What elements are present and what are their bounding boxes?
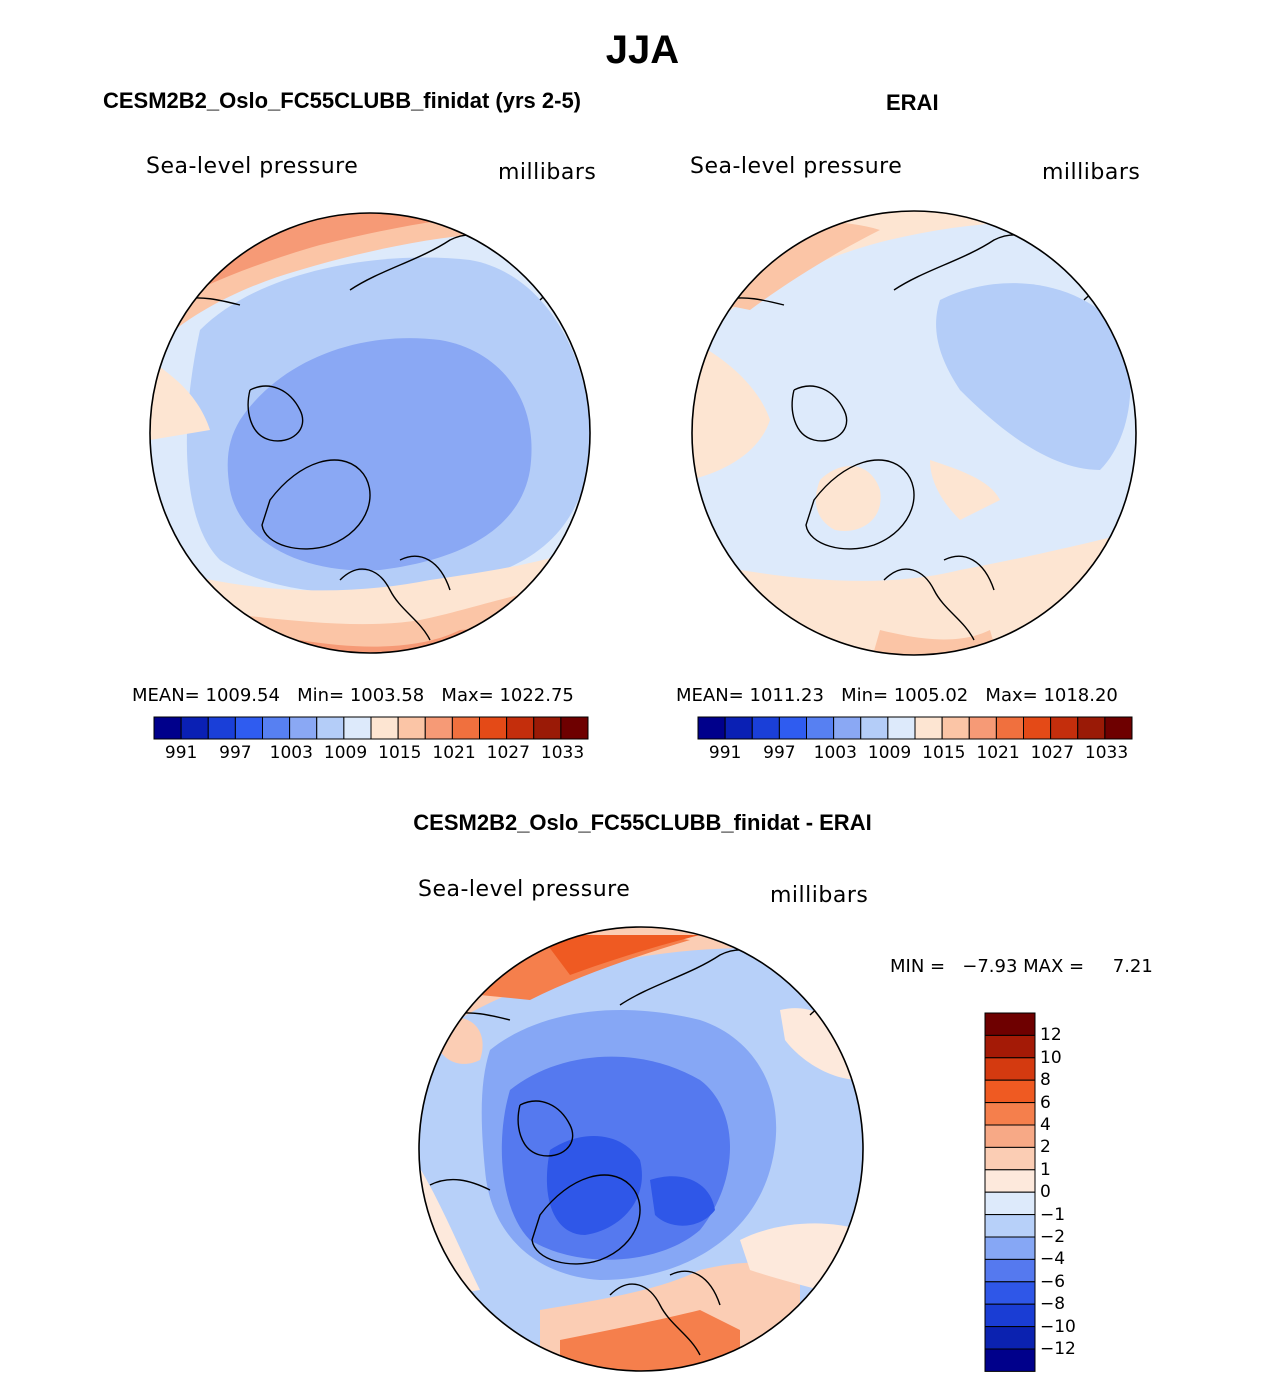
obs-colorbar-swatch: [806, 716, 835, 740]
model-colorbar-tick-label: 1027: [486, 743, 530, 763]
obs-units-label: millibars: [1042, 160, 1141, 185]
model-colorbar-tick-label: 1003: [269, 743, 313, 763]
diff-colorbar-swatch: [984, 1191, 1036, 1216]
obs-colorbar-swatch: [833, 716, 862, 740]
diff-colorbar-tick-label: 8: [1040, 1070, 1051, 1091]
model-colorbar-swatch: [451, 716, 480, 740]
obs-colorbar-swatch: [1050, 716, 1079, 740]
diff-colorbar-tick-label: 10: [1040, 1047, 1062, 1068]
obs-colorbar-swatch: [778, 716, 807, 740]
diff-colorbar-swatch: [984, 1124, 1036, 1148]
diff-colorbar-swatch: [984, 1214, 1036, 1238]
model-colorbar-swatch: [479, 716, 508, 740]
diff-slp-map: [418, 926, 864, 1372]
diff-panel-title: CESM2B2_Oslo_FC55CLUBB_finidat - ERAI: [413, 810, 872, 835]
diff-colorbar-swatch: [984, 1303, 1036, 1328]
diff-colorbar-tick-label: −10: [1040, 1316, 1076, 1337]
obs-colorbar-tick-label: 1003: [813, 743, 857, 763]
model-colorbar-swatch: [397, 716, 426, 740]
model-colorbar-tick-label: 997: [219, 743, 252, 763]
diff-variable-label: Sea-level pressure: [418, 877, 631, 902]
diff-colorbar-swatch: [984, 1012, 1036, 1036]
obs-colorbar-swatch: [968, 716, 997, 740]
diff-colorbar: [984, 1012, 1036, 1372]
obs-panel-title: ERAI: [886, 90, 939, 115]
obs-colorbar-tick-label: 1009: [867, 743, 912, 763]
model-colorbar-swatch: [234, 716, 263, 740]
obs-colorbar-swatch: [995, 716, 1024, 740]
diff-colorbar-tick-label: −2: [1040, 1227, 1066, 1247]
diff-colorbar-tick-label: 6: [1040, 1092, 1051, 1113]
model-stats: MEAN= 1009.54 Min= 1003.58 Max= 1022.75: [132, 685, 574, 706]
model-colorbar-swatch: [316, 716, 345, 740]
obs-colorbar: [697, 716, 1133, 740]
obs-colorbar-swatch: [860, 716, 889, 740]
model-colorbar-swatch: [153, 716, 182, 740]
obs-slp-map: [691, 210, 1137, 656]
diff-colorbar-tick-label: −4: [1040, 1249, 1066, 1270]
model-variable-label: Sea-level pressure: [146, 154, 359, 179]
diff-colorbar-swatch: [984, 1169, 1036, 1193]
diff-colorbar-tick-label: −12: [1040, 1339, 1076, 1359]
diff-colorbar-tick-label: 2: [1040, 1137, 1051, 1158]
model-colorbar-swatch: [370, 716, 399, 740]
model-units-label: millibars: [498, 160, 597, 185]
diff-colorbar-tick-label: 12: [1040, 1025, 1062, 1046]
model-colorbar-swatch: [560, 716, 589, 740]
diff-colorbar-tick-label: 4: [1040, 1115, 1051, 1135]
obs-colorbar-swatch: [697, 716, 726, 740]
obs-colorbar-tick-label: 1027: [1030, 743, 1074, 763]
diff-colorbar-tick-label: −6: [1040, 1271, 1066, 1292]
obs-colorbar-swatch: [751, 716, 780, 740]
obs-variable-label: Sea-level pressure: [690, 154, 903, 179]
model-colorbar-tick-label: 1015: [378, 743, 422, 763]
diff-colorbar-swatch: [984, 1281, 1036, 1305]
diff-colorbar-swatch: [984, 1258, 1036, 1283]
diff-colorbar-swatch: [984, 1146, 1036, 1171]
diff-colorbar-tick-label: −8: [1040, 1294, 1066, 1315]
diff-stats: MIN = −7.93 MAX = 7.21: [890, 956, 1153, 977]
diff-colorbar-swatch: [984, 1236, 1036, 1260]
diff-colorbar-swatch: [984, 1079, 1036, 1104]
model-colorbar-tick-label: 1021: [432, 743, 476, 763]
obs-colorbar-swatch: [1104, 716, 1133, 740]
model-panel-title: CESM2B2_Oslo_FC55CLUBB_finidat (yrs 2-5): [103, 88, 582, 113]
diff-colorbar-swatch: [984, 1034, 1036, 1059]
diff-units-label: millibars: [770, 883, 869, 908]
model-colorbar-swatch: [533, 716, 562, 740]
obs-colorbar-swatch: [941, 716, 970, 740]
obs-colorbar-tick-label: 1033: [1084, 743, 1129, 763]
model-colorbar-swatch: [207, 716, 236, 740]
obs-colorbar-tick-label: 1021: [976, 743, 1020, 763]
model-colorbar-swatch: [424, 716, 453, 740]
diff-colorbar-swatch: [984, 1057, 1036, 1081]
obs-colorbar-tick-label: 997: [763, 743, 796, 763]
diff-colorbar-tick-label: 0: [1040, 1182, 1051, 1203]
diff-colorbar-swatch: [984, 1326, 1036, 1350]
obs-colorbar-tick-label: 991: [708, 743, 742, 763]
diff-colorbar-swatch: [984, 1348, 1036, 1372]
obs-stats: MEAN= 1011.23 Min= 1005.02 Max= 1018.20: [676, 685, 1118, 706]
model-colorbar-tick-label: 991: [164, 743, 198, 763]
diff-colorbar-tick-label: 1: [1040, 1159, 1051, 1180]
obs-colorbar-tick-label: 1015: [922, 743, 966, 763]
model-colorbar-swatch: [289, 716, 318, 740]
obs-colorbar-swatch: [887, 716, 916, 740]
model-colorbar-swatch: [262, 716, 291, 740]
diff-colorbar-tick-label: −1: [1040, 1204, 1066, 1225]
figure-title: JJA: [605, 28, 680, 72]
obs-colorbar-swatch: [724, 716, 753, 740]
model-colorbar-tick-label: 1033: [540, 743, 585, 763]
model-colorbar-swatch: [343, 716, 372, 740]
model-colorbar-swatch: [506, 716, 535, 740]
model-colorbar-swatch: [180, 716, 209, 740]
model-slp-map: [149, 212, 591, 654]
obs-colorbar-swatch: [1077, 716, 1106, 740]
model-colorbar-tick-label: 1009: [323, 743, 368, 763]
obs-colorbar-swatch: [914, 716, 943, 740]
model-colorbar: [153, 716, 589, 740]
obs-colorbar-swatch: [1023, 716, 1052, 740]
diff-colorbar-swatch: [984, 1102, 1036, 1126]
